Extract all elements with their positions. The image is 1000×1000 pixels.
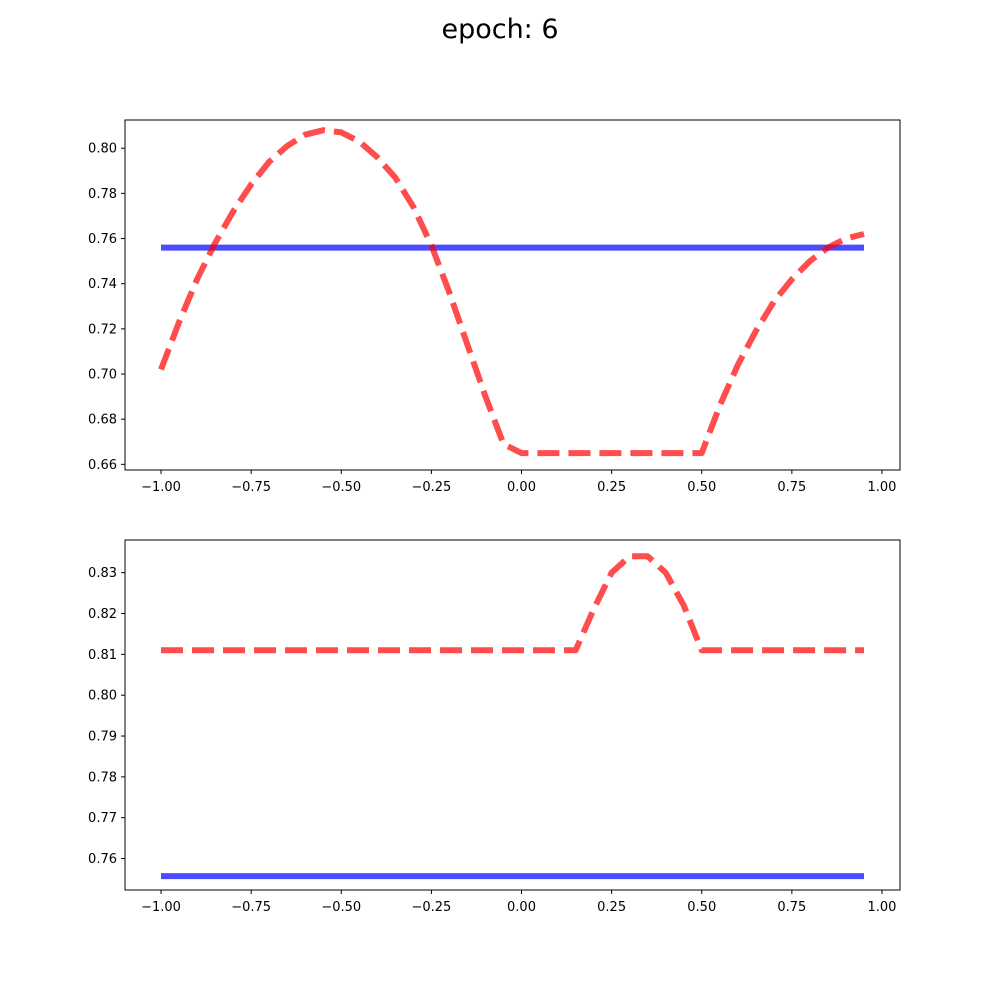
- x-tick-label: 0.50: [687, 480, 716, 495]
- y-tick-label: 0.80: [88, 142, 117, 157]
- x-tick-label: −0.75: [231, 900, 271, 915]
- series-dashed-line: [158, 127, 865, 457]
- x-tick-label: −0.50: [321, 900, 361, 915]
- figure-title: epoch: 6: [441, 14, 559, 45]
- y-tick-label: 0.83: [88, 566, 117, 581]
- x-tick-label: 0.25: [597, 900, 626, 915]
- y-tick-label: 0.76: [88, 852, 117, 867]
- y-tick-label: 0.82: [88, 607, 117, 622]
- y-tick-label: 0.80: [88, 689, 117, 704]
- x-tick-label: 0.25: [597, 480, 626, 495]
- y-tick-label: 0.76: [88, 232, 117, 247]
- bottom-subplot: −1.00 −0.75 −0.50 −0.25 0.00 0.25 0.50 0.75 1.00…: [88, 539, 901, 915]
- x-tick-label: 1.00: [868, 480, 897, 495]
- x-tick-label: 0.75: [777, 900, 806, 915]
- y-tick-label: 0.70: [88, 368, 117, 383]
- x-tick-label: 0.00: [507, 480, 536, 495]
- y-tick-label: 0.79: [88, 730, 117, 745]
- y-tick-label: 0.66: [88, 458, 117, 473]
- y-tick-label: 0.74: [88, 277, 117, 292]
- x-tick-label: −0.25: [411, 480, 451, 495]
- top-subplot: −1.00 −0.75 −0.50 −0.25 0.00 0.25 0.50 0.75 1.00…: [88, 119, 901, 495]
- x-tick-label: 0.50: [687, 900, 716, 915]
- x-tick-label: −1.00: [141, 900, 181, 915]
- x-tick-label: −0.75: [231, 480, 271, 495]
- x-tick-label: 0.75: [777, 480, 806, 495]
- x-tick-label: 0.00: [507, 900, 536, 915]
- y-tick-label: 0.81: [88, 648, 117, 663]
- x-tick-label: −1.00: [141, 480, 181, 495]
- axes-frame: [124, 539, 901, 891]
- y-tick-label: 0.78: [88, 770, 117, 785]
- x-tick-label: −0.25: [411, 900, 451, 915]
- series-dashed-line: [161, 553, 864, 654]
- y-tick-label: 0.78: [88, 187, 117, 202]
- y-tick-label: 0.68: [88, 413, 117, 428]
- x-tick-label: −0.50: [321, 480, 361, 495]
- y-tick-label: 0.77: [88, 811, 117, 826]
- y-tick-label: 0.72: [88, 322, 117, 337]
- x-tick-label: 1.00: [868, 900, 897, 915]
- axes-frame: [124, 119, 901, 471]
